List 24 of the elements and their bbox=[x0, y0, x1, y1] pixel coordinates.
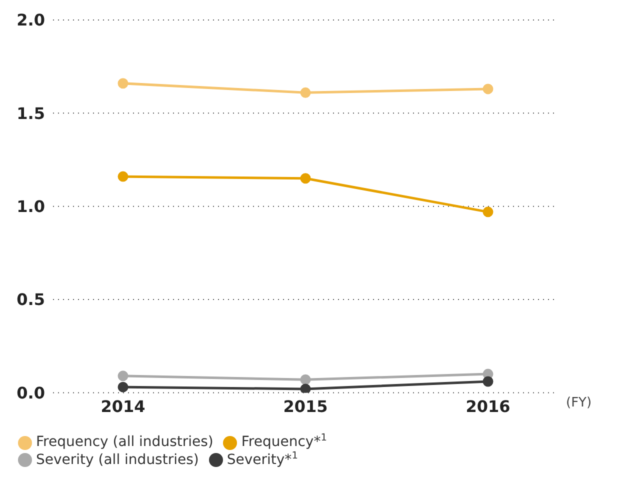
y-tick-label: 2.0 bbox=[16, 10, 45, 30]
x-axis-title: (FY) bbox=[566, 395, 592, 410]
point bbox=[482, 84, 494, 94]
x-tick-label: 2015 bbox=[283, 397, 328, 416]
y-tick-label: 0.5 bbox=[16, 290, 45, 310]
legend-label: Frequency*$^{1}$ bbox=[241, 432, 327, 450]
point bbox=[482, 206, 494, 218]
point bbox=[300, 374, 311, 385]
point bbox=[118, 382, 128, 392]
y-tick-label: 1.0 bbox=[16, 197, 45, 216]
x-tick-label: 2014 bbox=[100, 397, 146, 416]
point bbox=[482, 376, 494, 387]
point bbox=[118, 78, 128, 89]
point bbox=[300, 384, 311, 393]
point bbox=[300, 87, 311, 98]
legend-label: Frequency (all industries) bbox=[36, 434, 214, 450]
legend-label: Severity (all industries) bbox=[36, 452, 199, 468]
point bbox=[118, 171, 128, 182]
y-tick-label: 1.5 bbox=[16, 104, 45, 123]
legend-label: Severity*$^{1}$ bbox=[226, 450, 298, 468]
x-tick-label: 2016 bbox=[466, 397, 510, 416]
point bbox=[300, 173, 311, 184]
point bbox=[118, 370, 128, 382]
y-tick-label: 0.0 bbox=[16, 383, 45, 402]
